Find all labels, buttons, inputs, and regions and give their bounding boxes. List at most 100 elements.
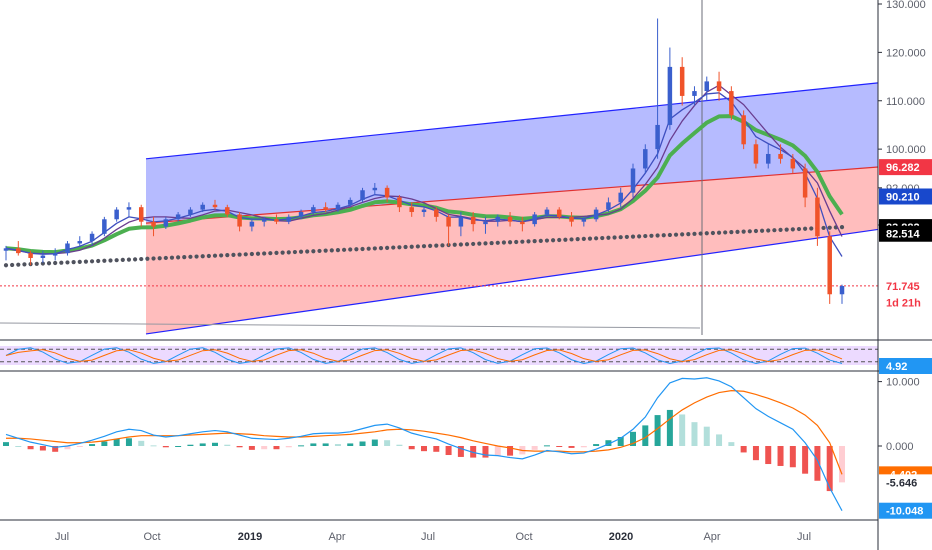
long-ma-dot [772, 228, 777, 233]
long-ma-dot [704, 231, 709, 236]
macd-value-label-bg [879, 474, 932, 491]
long-ma-dot [766, 228, 771, 233]
macd-histogram-bar [285, 446, 292, 448]
price-label: 90.210 [886, 191, 920, 203]
macd-histogram-bar [27, 446, 34, 450]
candle-body [434, 209, 439, 217]
long-ma-dot [428, 243, 433, 248]
long-ma-dot [735, 229, 740, 234]
macd-histogram-bar [445, 446, 452, 456]
candle-body [3, 248, 9, 251]
long-ma-dot [643, 233, 648, 239]
long-ma-dot [292, 249, 298, 255]
long-ma-dot [526, 239, 531, 244]
long-ma-dot [809, 226, 814, 231]
time-tick-label: Jul [55, 531, 69, 543]
macd-histogram-bar [752, 446, 759, 461]
long-ma-dot [108, 258, 113, 263]
time-tick-label: Jul [421, 531, 435, 543]
candle-body [138, 207, 144, 222]
macd-histogram-bar [691, 422, 698, 446]
long-ma-dot [96, 258, 101, 264]
macd-histogram-bar [273, 446, 280, 450]
long-ma-dot [464, 242, 470, 247]
macd-histogram-bar [76, 446, 83, 447]
long-ma-dot [262, 251, 267, 256]
long-ma-dot [385, 245, 390, 250]
time-tick-label: Oct [143, 531, 160, 543]
macd-histogram-bar [396, 444, 403, 446]
macd-histogram-bar [789, 446, 796, 468]
long-ma-dot [821, 225, 826, 231]
long-ma-dot [71, 260, 76, 265]
price-tick-label: 100.000 [886, 144, 926, 156]
long-ma-dot [89, 259, 95, 264]
candle-body [630, 168, 636, 193]
price-label: 82.514 [886, 229, 921, 241]
macd-histogram-bar [175, 446, 182, 447]
candle-body [237, 214, 242, 227]
long-ma-dot [803, 226, 808, 231]
candle-body [618, 192, 623, 203]
candle-body [765, 153, 771, 164]
long-ma-dot [630, 234, 636, 239]
long-ma-dot [366, 246, 371, 251]
candle-body [458, 216, 464, 227]
macd-histogram-bar [679, 414, 686, 446]
long-ma-dot [747, 229, 752, 234]
long-ma-dot [114, 258, 119, 263]
candle-body [188, 209, 193, 215]
long-ma-dot [268, 251, 273, 256]
macd-line [5, 377, 843, 511]
long-ma-dot [10, 262, 15, 268]
long-ma-dot [163, 255, 168, 261]
long-ma-dot [784, 227, 789, 232]
candle-body [556, 209, 562, 217]
long-ma-dot [341, 247, 347, 252]
macd-histogram-bar [101, 441, 108, 446]
candle-body [729, 91, 734, 116]
macd-histogram-bar [543, 445, 550, 447]
macd-histogram-bar [371, 439, 378, 446]
candle-body [692, 91, 697, 96]
long-ma-dot [606, 235, 611, 240]
candle-body [384, 187, 390, 198]
candle-body [470, 216, 476, 225]
candle-body [532, 214, 537, 225]
long-ma-dot [649, 233, 654, 238]
candle-body [839, 286, 845, 295]
candle-body [274, 219, 279, 222]
long-ma-dot [323, 248, 328, 253]
price-label: 1d 21h [886, 297, 921, 309]
macd-histogram-bar [359, 441, 366, 446]
candle-body [311, 207, 316, 213]
long-ma-dot [667, 232, 672, 238]
candle-body [397, 197, 402, 208]
macd-histogram-bar [580, 446, 587, 448]
long-ma-dot [581, 236, 586, 241]
long-ma-dot [188, 254, 193, 259]
candle-body [151, 221, 156, 227]
macd-histogram-bar [666, 409, 673, 446]
candle-body [667, 66, 673, 125]
candle-body [372, 187, 378, 191]
macd-histogram-bar [347, 443, 354, 446]
macd-value-label: -5.646 [886, 477, 917, 489]
candle-body [679, 66, 685, 96]
macd-histogram-bar [765, 446, 772, 465]
long-ma-dot [212, 253, 218, 258]
macd-histogram-bar [150, 445, 157, 447]
long-ma-dot [237, 252, 242, 257]
candle-body [446, 216, 451, 227]
long-ma-dot [673, 232, 679, 237]
macd-tick-label: 10.000 [886, 377, 920, 389]
candle-body [225, 207, 230, 215]
candle-body [581, 219, 587, 222]
candle-body [544, 209, 550, 215]
macd-histogram-bar [802, 446, 809, 474]
macd-histogram-bar [421, 446, 427, 452]
long-ma-dot [286, 250, 291, 255]
long-ma-dot [274, 250, 279, 255]
long-ma-dot [415, 244, 420, 249]
